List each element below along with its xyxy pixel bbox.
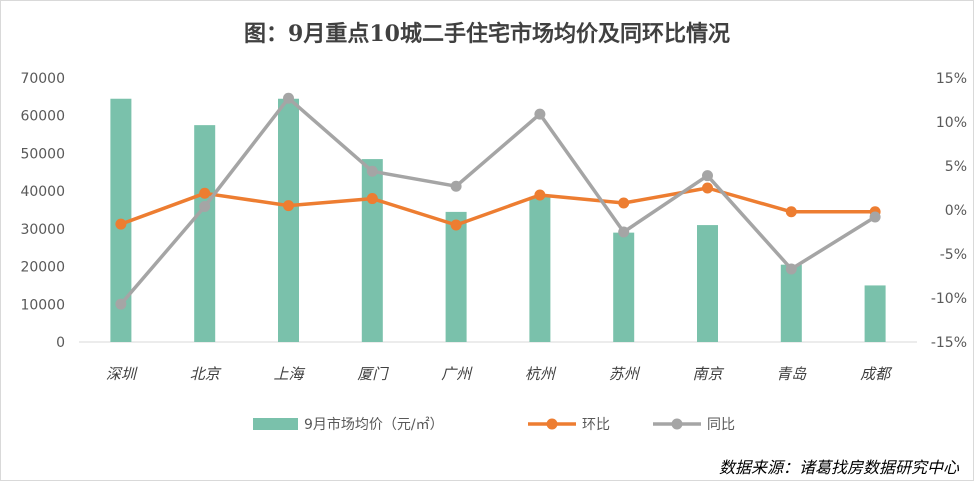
bar-series — [110, 98, 886, 343]
left-tick-label: 40000 — [20, 184, 65, 200]
mom-line — [120, 186, 876, 227]
mom-point — [199, 187, 211, 199]
right-axis: 15% 10% 5% 0% -5% -10% -15% — [931, 71, 967, 351]
mom-point — [283, 200, 294, 212]
category-label: 广州 — [441, 365, 473, 383]
legend-label-mom: 环比 — [582, 417, 610, 433]
category-labels: 深圳 北京 上海 厦门 广州 杭州 苏州 南京 青岛 成都 — [106, 365, 893, 383]
legend-marker-mom — [546, 418, 558, 430]
left-tick-label: 60000 — [20, 109, 65, 125]
category-label: 厦门 — [357, 365, 389, 383]
price-bar — [445, 211, 467, 342]
category-label: 苏州 — [609, 365, 641, 383]
category-label: 深圳 — [106, 365, 138, 383]
right-tick-label: 15% — [936, 71, 967, 87]
yoy-point — [702, 170, 713, 182]
mom-point — [366, 193, 378, 205]
left-tick-label: 0 — [56, 335, 65, 351]
price-bar — [194, 125, 216, 343]
mom-point — [534, 189, 546, 201]
chart-title: 图：9月重点10城二手住宅市场均价及同环比情况 — [244, 21, 730, 47]
left-tick-label: 20000 — [20, 260, 65, 276]
price-bar — [278, 98, 299, 342]
legend-label-yoy: 同比 — [707, 417, 735, 433]
yoy-point — [199, 200, 211, 212]
yoy-point — [618, 226, 630, 238]
left-tick-label: 70000 — [20, 71, 65, 87]
legend-marker-yoy — [671, 418, 683, 430]
yoy-point — [534, 108, 546, 120]
right-tick-label: 5% — [945, 159, 967, 175]
legend-label-price: 9月市场均价（元/㎡） — [304, 416, 444, 433]
left-tick-label: 10000 — [20, 297, 65, 313]
yoy-point — [869, 211, 881, 223]
category-label: 上海 — [273, 365, 305, 383]
price-bar — [697, 225, 718, 342]
category-label: 杭州 — [525, 365, 557, 383]
left-tick-label: 30000 — [20, 222, 65, 238]
yoy-point — [115, 298, 127, 310]
mom-point — [702, 182, 713, 194]
category-label: 成都 — [860, 365, 893, 383]
legend-swatch-price — [253, 418, 298, 430]
source-note: 数据来源：诸葛找房数据研究中心 — [719, 458, 960, 477]
left-axis: 70000 60000 50000 40000 30000 20000 10000 0 — [20, 71, 65, 351]
yoy-point — [283, 92, 294, 104]
mom-point — [785, 206, 797, 218]
legend: 9月市场均价（元/㎡） 环比 同比 — [253, 416, 735, 433]
category-label: 南京 — [692, 365, 724, 383]
mom-point — [618, 197, 630, 209]
price-bar — [361, 159, 383, 342]
right-tick-label: 0% — [945, 203, 967, 219]
category-label: 青岛 — [776, 365, 807, 383]
category-label: 北京 — [190, 365, 222, 383]
right-tick-label: 10% — [936, 115, 967, 131]
yoy-point — [450, 180, 462, 192]
mom-point — [450, 219, 462, 231]
price-bar — [529, 196, 551, 342]
price-bar — [864, 285, 886, 342]
mom-point — [115, 218, 127, 230]
left-tick-label: 50000 — [20, 146, 65, 162]
right-tick-label: -5% — [940, 247, 967, 263]
right-tick-label: -10% — [931, 291, 967, 307]
line-series — [115, 92, 881, 310]
price-bar — [613, 232, 635, 342]
yoy-point — [366, 165, 378, 177]
yoy-line — [119, 96, 877, 306]
right-tick-label: -15% — [931, 335, 967, 351]
price-bar — [780, 264, 802, 342]
yoy-point — [785, 263, 797, 275]
